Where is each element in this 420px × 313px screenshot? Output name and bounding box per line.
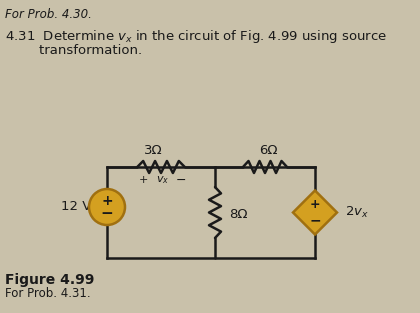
Text: 12 V: 12 V [61, 201, 92, 213]
Text: 3Ω: 3Ω [144, 145, 162, 157]
Text: 6Ω: 6Ω [259, 145, 277, 157]
Circle shape [89, 189, 125, 225]
Text: +: + [310, 198, 320, 211]
Text: 4.31  Determine $v_x$ in the circuit of Fig. 4.99 using source: 4.31 Determine $v_x$ in the circuit of F… [5, 28, 387, 45]
Text: 2$v_x$: 2$v_x$ [345, 205, 369, 220]
Text: −: − [309, 213, 321, 228]
Polygon shape [293, 191, 337, 234]
Text: −: − [176, 173, 186, 187]
Text: transformation.: transformation. [5, 44, 142, 57]
Text: For Prob. 4.31.: For Prob. 4.31. [5, 287, 91, 300]
Text: +: + [101, 194, 113, 208]
Text: For Prob. 4.30.: For Prob. 4.30. [5, 8, 92, 21]
Text: +: + [138, 175, 148, 185]
Text: −: − [101, 207, 113, 222]
Text: Figure 4.99: Figure 4.99 [5, 273, 94, 287]
Text: $v_x$: $v_x$ [156, 174, 170, 186]
Text: 8Ω: 8Ω [229, 208, 247, 221]
